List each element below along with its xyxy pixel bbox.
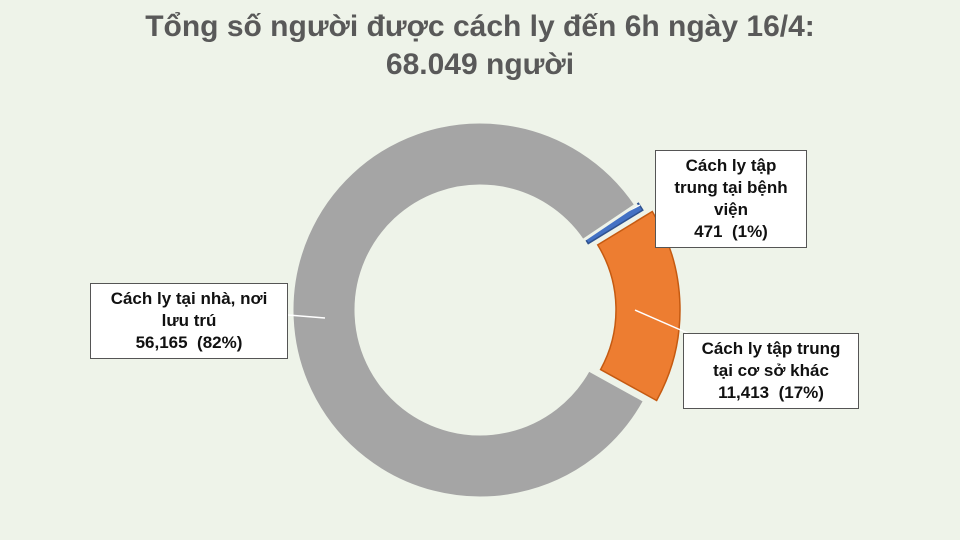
value-line: 56,165 (82%) (97, 332, 281, 354)
donut-slice (596, 210, 681, 402)
chart-title: Tổng số người được cách ly đến 6h ngày 1… (145, 10, 815, 43)
percent-label: (82%) (197, 333, 243, 353)
value-label: 11,413 (718, 383, 770, 403)
value-line: 11,413 (17%) (690, 382, 852, 404)
value-label: 56,165 (135, 333, 188, 353)
value-line: 471 (1%) (662, 221, 800, 243)
category-label: Cách ly tập trung tại cơ sở khác (701, 339, 841, 381)
data-label: Cách ly tại nhà, nơi lưu trú 56,165 (82%) (90, 283, 288, 360)
data-label: Cách ly tập trung tại bệnh viện 471 (1%) (655, 150, 807, 249)
percent-label: (17%) (778, 383, 824, 403)
category-label: Cách ly tập trung tại bệnh viện (674, 156, 788, 220)
value-label: 471 (694, 222, 723, 242)
data-label: Cách ly tập trung tại cơ sở khác 11,413 (… (683, 333, 859, 410)
category-label: Cách ly tại nhà, nơi lưu trú (110, 289, 268, 331)
donut-slice (290, 120, 647, 500)
percent-label: (1%) (731, 222, 768, 242)
leader-line (287, 314, 326, 319)
chart-subtitle: 68.049 người (385, 48, 575, 81)
